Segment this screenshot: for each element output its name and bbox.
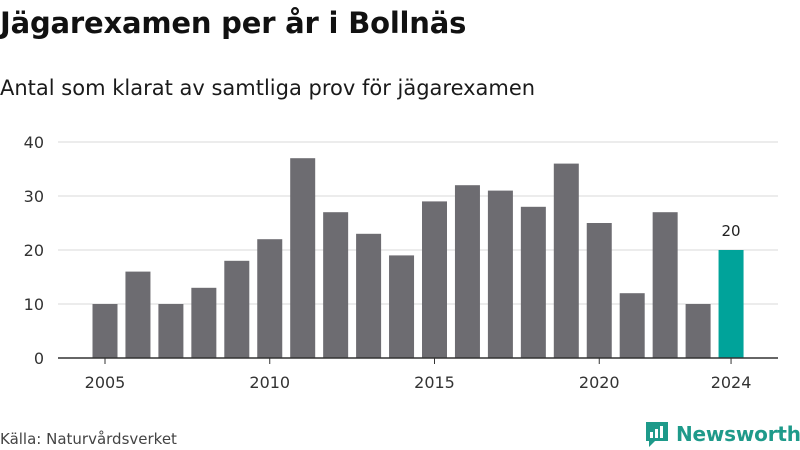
chart-subtitle: Antal som klarat av samtliga prov för jä… <box>0 76 536 100</box>
bar <box>652 212 678 358</box>
bar <box>389 255 415 358</box>
y-tick-label: 30 <box>24 187 44 206</box>
data-label: 20 <box>722 222 741 240</box>
bar <box>619 293 645 358</box>
y-tick-label: 20 <box>24 241 44 260</box>
bar <box>257 239 283 358</box>
y-tick-label: 0 <box>34 349 44 368</box>
source-note: Källa: Naturvårdsverket <box>0 430 177 448</box>
bar <box>92 304 118 358</box>
y-tick-label: 40 <box>24 133 44 152</box>
bar <box>158 304 184 358</box>
bar <box>191 287 217 358</box>
bar <box>586 223 612 358</box>
bar <box>125 271 151 358</box>
bar <box>224 260 250 358</box>
brand-logo: Newsworthy <box>644 420 800 448</box>
brand-name: Newsworthy <box>676 422 800 446</box>
y-tick-label: 10 <box>24 295 44 314</box>
bar <box>685 304 711 358</box>
bar <box>454 185 480 358</box>
x-tick-label: 2010 <box>249 373 290 392</box>
x-tick-label: 2020 <box>579 373 620 392</box>
bar <box>718 250 744 358</box>
bar <box>520 206 546 358</box>
bar <box>323 212 349 358</box>
x-tick-label: 2024 <box>711 373 752 392</box>
bar <box>290 158 316 358</box>
chart-title: Jägarexamen per år i Bollnäs <box>0 6 467 40</box>
bar <box>487 190 513 358</box>
newsworthy-logo-icon <box>646 422 668 447</box>
bar <box>553 163 579 358</box>
bar <box>356 233 382 358</box>
x-tick-label: 2005 <box>85 373 126 392</box>
x-tick-label: 2015 <box>414 373 455 392</box>
bar <box>422 201 447 358</box>
